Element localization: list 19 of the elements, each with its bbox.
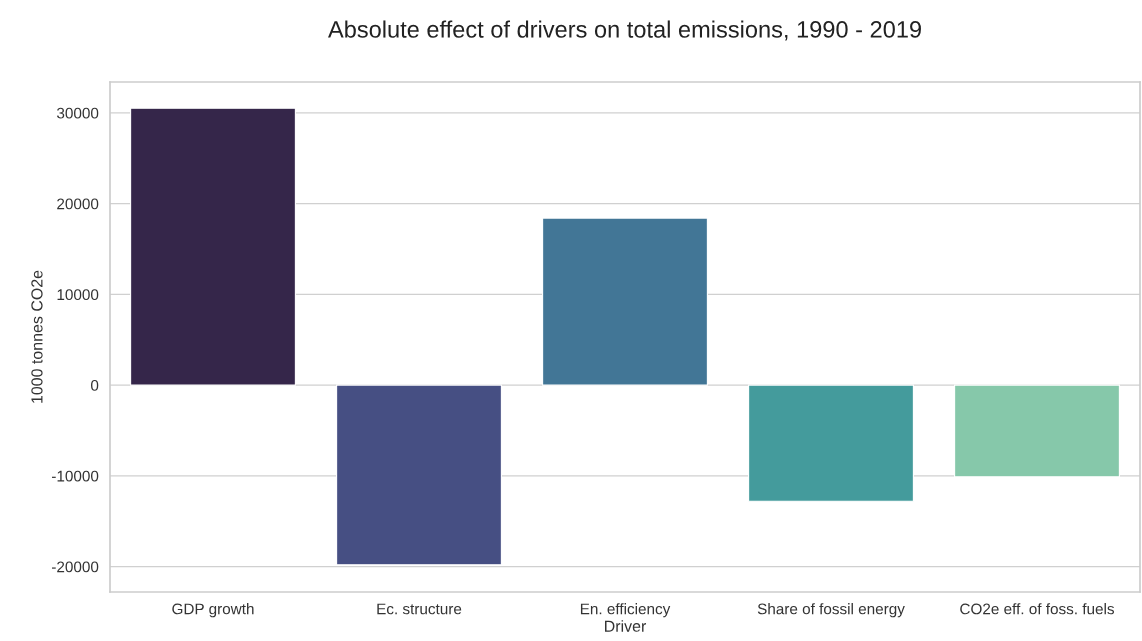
x-tick-label: En. efficiency	[580, 603, 671, 618]
y-axis-title: 1000 tonnes CO2e	[31, 270, 43, 403]
bar	[542, 217, 708, 386]
y-tick-label: 10000	[57, 289, 99, 301]
y-tick-label: -10000	[52, 470, 99, 482]
bar	[748, 384, 914, 502]
y-tick-label: 30000	[56, 107, 99, 119]
bar	[336, 384, 502, 566]
x-tick-label: Ec. structure	[377, 603, 462, 615]
x-tick-label: GDP growth	[172, 603, 254, 618]
y-tick-label: 0	[90, 379, 99, 391]
x-tick-label: CO2e eff. of foss. fuels	[960, 603, 1115, 615]
x-axis-title: Driver	[605, 620, 647, 632]
y-tick-label: -20000	[52, 561, 99, 573]
chart-title: Absolute effect of drivers on total emissions, 1990 - 2019	[328, 20, 921, 41]
bar	[130, 107, 296, 386]
y-tick-label: 20000	[57, 198, 99, 210]
bar	[954, 384, 1120, 478]
x-tick-label: Share of fossil energy	[757, 603, 905, 618]
